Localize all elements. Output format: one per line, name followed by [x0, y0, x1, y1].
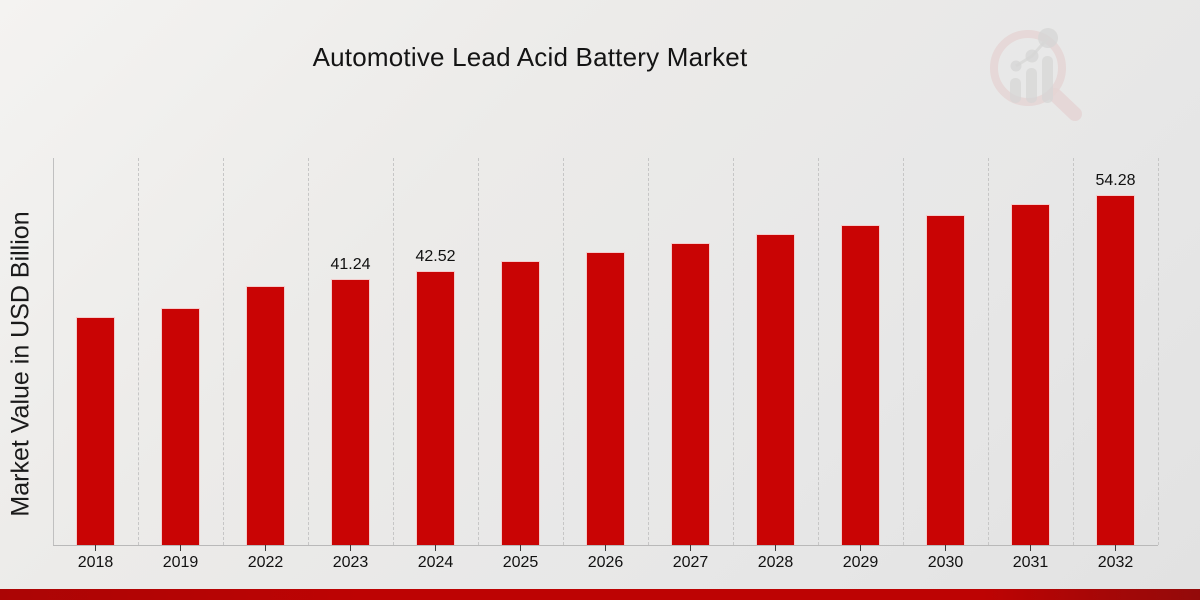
y-axis-label: Market Value in USD Billion — [6, 211, 35, 517]
x-axis-label-2018: 2018 — [77, 554, 114, 571]
gridline — [817, 158, 819, 545]
gridline — [732, 158, 734, 545]
x-axis-tick — [860, 545, 861, 551]
x-axis-label-2032: 2032 — [1097, 554, 1134, 571]
bar-2018 — [76, 317, 115, 545]
bar-2022 — [246, 286, 285, 545]
bottom-accent-band — [0, 589, 1200, 600]
chart-title: Automotive Lead Acid Battery Market — [312, 42, 748, 72]
gridline — [902, 158, 904, 545]
gridline — [1157, 158, 1159, 545]
bar-value-label-2023: 41.24 — [330, 256, 371, 273]
x-axis-label-2026: 2026 — [587, 554, 624, 571]
x-axis-tick — [95, 545, 96, 551]
chart-plot-area: 2018 2019 2022 41.24 2023 42.52 2024 2025 2026 20… — [52, 158, 1159, 571]
x-axis-tick — [605, 545, 606, 551]
x-axis-tick — [775, 545, 776, 551]
bar-2025 — [501, 261, 540, 545]
gridline — [1072, 158, 1074, 545]
x-axis-label-2022: 2022 — [247, 554, 284, 571]
bar-2023 — [331, 279, 370, 545]
bar-2032 — [1096, 195, 1135, 545]
gridline — [477, 158, 479, 545]
x-axis-tick — [945, 545, 946, 551]
bar-2019 — [161, 308, 200, 545]
x-axis-label-2028: 2028 — [757, 554, 794, 571]
x-axis-tick — [435, 545, 436, 551]
bar-2027 — [671, 243, 710, 545]
x-axis-tick — [350, 545, 351, 551]
x-axis-tick — [1115, 545, 1116, 551]
x-axis-label-2027: 2027 — [672, 554, 709, 571]
x-axis-label-2024: 2024 — [417, 554, 454, 571]
bar-2031 — [1011, 204, 1050, 545]
x-axis-tick — [180, 545, 181, 551]
x-axis-label-2031: 2031 — [1012, 554, 1049, 571]
x-axis-label-2019: 2019 — [162, 554, 199, 571]
gridline — [647, 158, 649, 545]
bar-2026 — [586, 252, 625, 545]
bar-2030 — [926, 215, 965, 545]
x-axis-tick — [265, 545, 266, 551]
bar-value-label-2032: 54.28 — [1095, 172, 1136, 189]
gridline — [562, 158, 564, 545]
x-axis-tick — [1030, 545, 1031, 551]
x-axis-label-2025: 2025 — [502, 554, 539, 571]
x-axis-label-2023: 2023 — [332, 554, 369, 571]
gridline — [137, 158, 139, 545]
x-axis-label-2030: 2030 — [927, 554, 964, 571]
magnifier-bar-chart-logo-icon — [980, 16, 1090, 126]
bar-2029 — [841, 225, 880, 545]
x-axis-label-2029: 2029 — [842, 554, 879, 571]
y-axis-line — [52, 158, 54, 545]
gridline — [222, 158, 224, 545]
bar-2024 — [416, 271, 455, 545]
gridline — [392, 158, 394, 545]
x-axis-tick — [690, 545, 691, 551]
gridline — [987, 158, 989, 545]
bar-value-label-2024: 42.52 — [415, 248, 456, 265]
x-axis-tick — [520, 545, 521, 551]
bar-2028 — [756, 234, 795, 545]
gridline — [307, 158, 309, 545]
